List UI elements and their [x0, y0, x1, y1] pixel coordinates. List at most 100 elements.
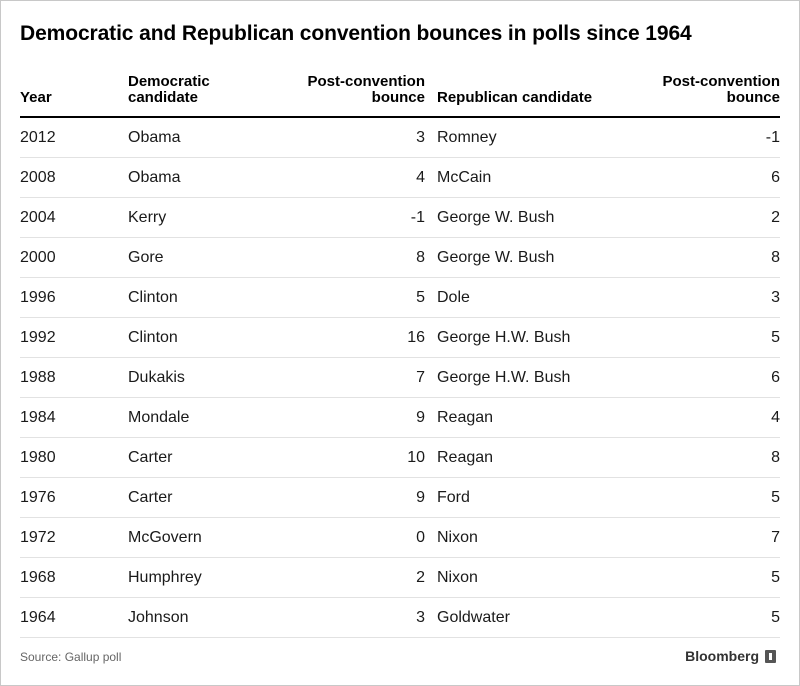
cell-republican-candidate: Nixon [437, 557, 627, 598]
cell-democratic-bounce: 4 [268, 157, 425, 198]
table-row: 1968 Humphrey 2 Nixon 5 [20, 557, 780, 598]
chart-title: Democratic and Republican convention bou… [20, 22, 692, 45]
cell-democratic-candidate: Mondale [128, 397, 268, 438]
cell-republican-candidate: George W. Bush [437, 237, 627, 278]
table-row: 2000 Gore 8 George W. Bush 8 [20, 237, 780, 278]
table-row: 1992 Clinton 16 George H.W. Bush 5 [20, 317, 780, 358]
cell-year: 1980 [20, 437, 128, 478]
cell-democratic-candidate: Humphrey [128, 557, 268, 598]
table-row: 1976 Carter 9 Ford 5 [20, 477, 780, 518]
cell-republican-candidate: Dole [437, 277, 627, 318]
cell-democratic-candidate: Clinton [128, 277, 268, 318]
header-gap [425, 56, 437, 118]
cell-democratic-candidate: Obama [128, 157, 268, 198]
cell-gap [425, 117, 437, 158]
cell-democratic-bounce: -1 [268, 197, 425, 238]
cell-democratic-candidate: Carter [128, 477, 268, 518]
cell-democratic-candidate: Clinton [128, 317, 268, 358]
cell-republican-candidate: Nixon [437, 517, 627, 558]
cell-republican-bounce: 5 [627, 557, 780, 598]
table-row: 1980 Carter 10 Reagan 8 [20, 437, 780, 478]
cell-democratic-bounce: 3 [268, 597, 425, 638]
cell-democratic-bounce: 8 [268, 237, 425, 278]
header-democratic-candidate-text: Democratic candidate [128, 73, 210, 106]
header-democratic-candidate: Democratic candidate [128, 56, 268, 118]
cell-gap [425, 517, 437, 558]
cell-democratic-candidate: Kerry [128, 197, 268, 238]
header-republican-bounce-text: Post-convention bounce [662, 73, 780, 106]
cell-republican-bounce: 3 [627, 277, 780, 318]
cell-gap [425, 557, 437, 598]
cell-gap [425, 397, 437, 438]
header-democratic-bounce: Post-convention bounce [268, 56, 425, 118]
cell-gap [425, 357, 437, 398]
header-republican-candidate: Republican candidate [437, 56, 627, 118]
cell-gap [425, 237, 437, 278]
header-republican-bounce: Post-convention bounce [627, 56, 780, 118]
table-row: 2004 Kerry -1 George W. Bush 2 [20, 197, 780, 238]
cell-year: 1984 [20, 397, 128, 438]
cell-republican-candidate: George H.W. Bush [437, 317, 627, 358]
cell-democratic-bounce: 3 [268, 117, 425, 158]
table-row: 1964 Johnson 3 Goldwater 5 [20, 597, 780, 638]
cell-democratic-bounce: 10 [268, 437, 425, 478]
table-row: 2008 Obama 4 McCain 6 [20, 157, 780, 198]
cell-democratic-bounce: 0 [268, 517, 425, 558]
cell-republican-candidate: Reagan [437, 437, 627, 478]
cell-democratic-candidate: Johnson [128, 597, 268, 638]
brand-name: Bloomberg [685, 648, 759, 664]
cell-year: 2000 [20, 237, 128, 278]
cell-democratic-candidate: Gore [128, 237, 268, 278]
cell-democratic-bounce: 2 [268, 557, 425, 598]
cell-republican-bounce: 8 [627, 237, 780, 278]
cell-democratic-candidate: McGovern [128, 517, 268, 558]
source-note: Source: Gallup poll [20, 650, 122, 664]
cell-year: 2004 [20, 197, 128, 238]
cell-democratic-bounce: 5 [268, 277, 425, 318]
cell-republican-candidate: George H.W. Bush [437, 357, 627, 398]
cell-year: 1968 [20, 557, 128, 598]
table-row: 2012 Obama 3 Romney -1 [20, 117, 780, 158]
cell-democratic-candidate: Carter [128, 437, 268, 478]
cell-republican-candidate: Romney [437, 117, 627, 158]
cell-republican-candidate: McCain [437, 157, 627, 198]
cell-republican-bounce: 6 [627, 357, 780, 398]
table-row: 1996 Clinton 5 Dole 3 [20, 277, 780, 318]
cell-gap [425, 317, 437, 358]
cell-democratic-bounce: 16 [268, 317, 425, 358]
cell-republican-bounce: 5 [627, 597, 780, 638]
cell-year: 2012 [20, 117, 128, 158]
brand-logo: Bloomberg [685, 648, 776, 664]
cell-republican-bounce: 5 [627, 317, 780, 358]
cell-year: 1972 [20, 517, 128, 558]
cell-democratic-bounce: 9 [268, 477, 425, 518]
cell-year: 1976 [20, 477, 128, 518]
cell-democratic-candidate: Dukakis [128, 357, 268, 398]
cell-republican-bounce: 2 [627, 197, 780, 238]
cell-gap [425, 157, 437, 198]
cell-republican-candidate: Ford [437, 477, 627, 518]
cell-year: 2008 [20, 157, 128, 198]
table-row: 1984 Mondale 9 Reagan 4 [20, 397, 780, 438]
cell-republican-candidate: Goldwater [437, 597, 627, 638]
cell-republican-bounce: -1 [627, 117, 780, 158]
cell-year: 1988 [20, 357, 128, 398]
cell-year: 1996 [20, 277, 128, 318]
cell-republican-bounce: 8 [627, 437, 780, 478]
cell-year: 1964 [20, 597, 128, 638]
header-democratic-bounce-text: Post-convention bounce [307, 73, 425, 106]
cell-republican-candidate: George W. Bush [437, 197, 627, 238]
cell-gap [425, 197, 437, 238]
cell-gap [425, 597, 437, 638]
bloomberg-icon [765, 649, 776, 663]
cell-republican-bounce: 7 [627, 517, 780, 558]
table-row: 1972 McGovern 0 Nixon 7 [20, 517, 780, 558]
cell-democratic-bounce: 7 [268, 357, 425, 398]
table-row: 1988 Dukakis 7 George H.W. Bush 6 [20, 357, 780, 398]
cell-republican-candidate: Reagan [437, 397, 627, 438]
cell-republican-bounce: 6 [627, 157, 780, 198]
header-year: Year [20, 56, 128, 118]
cell-democratic-candidate: Obama [128, 117, 268, 158]
cell-gap [425, 437, 437, 478]
cell-gap [425, 477, 437, 518]
